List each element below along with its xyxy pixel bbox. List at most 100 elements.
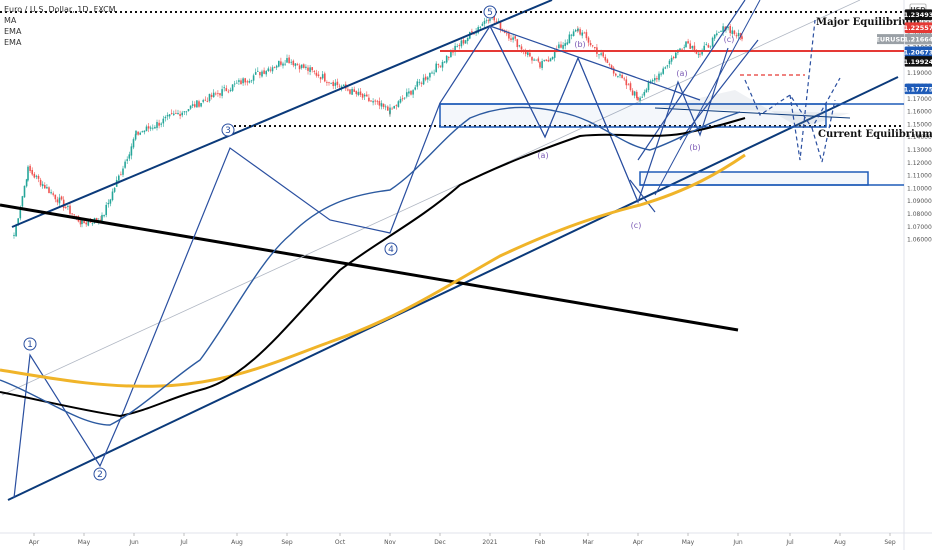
candle-body	[355, 90, 358, 95]
candle-body	[81, 219, 83, 225]
candle-body	[499, 20, 502, 30]
candle-body	[456, 46, 458, 48]
candle-body	[735, 35, 738, 37]
candle-body	[518, 45, 521, 47]
legend-title: Euro / U.S. Dollar, 1D, FXCM	[4, 5, 116, 14]
x-tick-label: Nov	[384, 539, 396, 546]
candle-body	[414, 87, 416, 90]
wave-a2-label: (a)	[676, 69, 687, 78]
y-tick-label: 1.14000	[907, 134, 932, 141]
candle-body	[338, 85, 341, 87]
candle-body	[460, 40, 463, 47]
candle-body	[720, 31, 722, 32]
candle-body	[58, 197, 61, 204]
legend-ema-2[interactable]: EMA	[4, 38, 22, 47]
candle-body	[41, 184, 44, 187]
wave-c1-label: (c)	[631, 221, 642, 230]
price-badge-now	[904, 33, 932, 45]
candle-body	[254, 72, 257, 75]
candle-body	[278, 60, 280, 67]
candle-body	[722, 26, 724, 33]
candle-body	[508, 33, 510, 39]
symbol-badge-label: EURUSD	[875, 36, 906, 44]
x-tick-label: Jun	[732, 539, 743, 546]
candle-body	[223, 87, 225, 89]
candle-body	[464, 40, 467, 44]
candle-body	[539, 62, 541, 68]
candle-body	[160, 123, 162, 125]
chart-legend: Euro / U.S. Dollar, 1D, FXCM MA EMA EMA	[4, 4, 116, 48]
wave-b2-label: (b)	[689, 143, 700, 152]
time-axis[interactable]: Apr May Jun Jul Aug Sep Oct Nov Dec 2021 Feb Mar Apr…	[29, 533, 896, 546]
candle-body	[179, 113, 181, 117]
candle-body	[489, 19, 491, 21]
wave-b1-label: (b)	[574, 40, 585, 49]
legend-ema-1[interactable]: EMA	[4, 27, 22, 36]
impulse-channel-1	[637, 0, 746, 161]
wave-4-label: 4	[388, 245, 394, 255]
candle-body	[424, 76, 427, 80]
candle-body	[284, 63, 286, 65]
candle-body	[246, 81, 249, 83]
candle-body	[128, 154, 131, 159]
legend-ma[interactable]: MA	[4, 16, 17, 25]
candle-body	[126, 159, 128, 161]
candle-body	[200, 102, 202, 107]
candle-body	[252, 75, 255, 81]
candle-body	[629, 83, 632, 91]
candle-body	[727, 27, 729, 29]
candle-body	[675, 52, 677, 59]
candle-body	[543, 60, 545, 61]
x-tick-label: Jul	[785, 539, 794, 546]
candle-body	[581, 32, 583, 36]
impulse-channel-2	[679, 39, 759, 141]
candle-body	[643, 91, 646, 96]
candle-body	[693, 45, 696, 52]
x-tick-label: Apr	[633, 539, 644, 546]
candle-body	[39, 179, 42, 186]
x-tick-label: Sep	[884, 539, 896, 546]
x-tick-label: Apr	[29, 539, 40, 546]
candle-body	[225, 88, 228, 92]
candle-body	[429, 72, 431, 78]
candle-body	[334, 82, 337, 86]
candle-body	[439, 65, 442, 67]
candle-body	[579, 29, 581, 35]
candle-body	[326, 82, 328, 83]
candle-body	[572, 31, 575, 37]
candle-body	[487, 19, 490, 21]
candle-body	[83, 220, 85, 224]
elliott-wave-path	[13, 24, 729, 499]
candle-body	[541, 61, 543, 68]
candle-body	[267, 68, 270, 71]
candle-body	[651, 79, 654, 82]
candle-body	[512, 37, 514, 40]
wave-labels: 1 2 3 4 5 (b) (a) (c) (a) (b) (c)	[23, 5, 734, 481]
candle-body	[709, 46, 712, 48]
candle-body	[227, 91, 230, 93]
candle-body	[311, 67, 313, 71]
candle-body	[353, 89, 355, 92]
candle-body	[292, 60, 295, 66]
candle-body	[21, 196, 24, 207]
price-badge-label: 1.17775	[904, 85, 932, 93]
candle-body	[145, 126, 148, 132]
candle-body	[194, 104, 196, 107]
candle-body	[250, 80, 253, 82]
price-badge-s2	[904, 83, 932, 95]
candle-body	[560, 44, 562, 48]
candle-body	[570, 34, 573, 36]
x-tick-label: 2021	[482, 539, 497, 546]
candle-body	[395, 105, 398, 107]
support-zone-low	[639, 171, 869, 186]
candle-body	[533, 59, 535, 61]
candle-body	[679, 48, 681, 51]
moving-averages	[0, 106, 746, 426]
candle-body	[600, 53, 602, 55]
wave-channel-upper	[489, 25, 701, 101]
candle-body	[701, 50, 703, 55]
candle-body	[143, 130, 146, 133]
y-tick-label: 1.16000	[907, 109, 932, 116]
candle-body	[370, 100, 372, 102]
